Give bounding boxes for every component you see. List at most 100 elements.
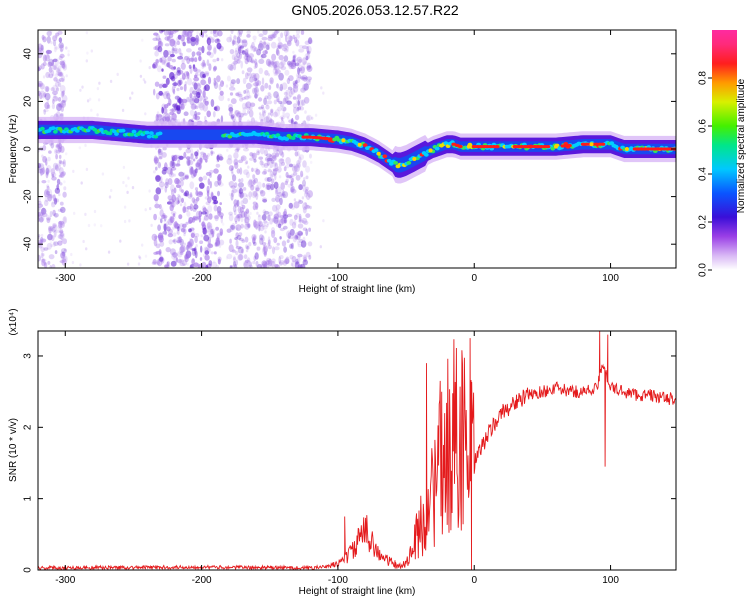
spectral-speckle bbox=[267, 222, 270, 226]
spectral-speckle bbox=[144, 254, 148, 258]
spectral-speckle bbox=[46, 186, 50, 191]
spectral-speckle bbox=[282, 214, 289, 219]
spectral-speckle bbox=[238, 211, 243, 218]
spectral-speckle bbox=[189, 264, 193, 268]
spectral-speckle bbox=[262, 50, 269, 55]
spectral-speckle bbox=[178, 214, 183, 220]
spectral-speckle bbox=[292, 234, 298, 243]
spectral-speckle bbox=[299, 76, 306, 80]
spectral-speckle bbox=[164, 264, 168, 268]
spectral-speckle bbox=[281, 240, 287, 247]
spectral-speckle bbox=[237, 111, 241, 115]
spectral-speckle bbox=[67, 49, 70, 53]
spectral-speckle bbox=[171, 194, 176, 203]
spectral-speckle bbox=[195, 41, 199, 45]
spectral-speckle bbox=[267, 112, 271, 116]
spectral-speckle bbox=[257, 214, 262, 222]
spectral-speckle bbox=[292, 80, 298, 86]
spectral-speckle bbox=[158, 30, 164, 34]
spectral-speckle bbox=[184, 55, 189, 61]
spectral-speckle bbox=[212, 260, 216, 264]
spectral-speckle bbox=[278, 175, 282, 179]
spectral-speckle bbox=[239, 97, 244, 102]
spectral-speckle bbox=[181, 98, 188, 104]
spectral-speckle bbox=[90, 49, 94, 53]
spectral-speckle bbox=[196, 51, 202, 56]
spectral-speckle bbox=[151, 261, 158, 266]
spectral-speckle bbox=[41, 34, 45, 41]
spectral-speckle bbox=[52, 35, 58, 42]
spectral-speckle bbox=[167, 233, 174, 238]
spectral-speckle bbox=[184, 255, 188, 259]
y-tick-label: 20 bbox=[23, 95, 34, 107]
spectral-speckle bbox=[296, 233, 301, 241]
spectral-speckle bbox=[217, 190, 220, 197]
spectral-speckle bbox=[148, 66, 151, 70]
spectral-peak bbox=[488, 145, 493, 149]
spectral-speckle bbox=[239, 193, 244, 199]
spectral-speckle bbox=[55, 153, 58, 160]
spectral-speckle bbox=[260, 85, 265, 92]
spectral-speckle bbox=[216, 236, 220, 244]
spectral-speckle bbox=[61, 91, 64, 97]
spectral-speckle bbox=[273, 91, 279, 99]
spectral-speckle bbox=[264, 95, 269, 100]
spectral-speckle bbox=[238, 93, 243, 98]
spectral-speckle bbox=[212, 36, 215, 41]
spectral-speckle bbox=[247, 223, 251, 229]
spectral-speckle bbox=[93, 223, 97, 227]
spectral-speckle bbox=[283, 219, 287, 224]
spectral-speckle bbox=[179, 251, 184, 255]
spectral-speckle bbox=[152, 170, 156, 174]
spectral-speckle bbox=[233, 260, 236, 267]
spectral-speckle bbox=[207, 44, 212, 51]
spectral-speckle bbox=[271, 32, 278, 36]
spectral-speckle bbox=[159, 240, 165, 247]
spectral-speckle bbox=[294, 261, 300, 268]
spectral-speckle bbox=[58, 159, 62, 164]
spectral-speckle bbox=[250, 45, 253, 49]
spectral-speckle bbox=[269, 93, 273, 97]
spectral-speckle bbox=[292, 55, 296, 63]
spectral-speckle bbox=[250, 83, 254, 87]
spectral-speckle bbox=[274, 172, 277, 181]
spectral-speckle bbox=[279, 219, 284, 226]
spectral-speckle bbox=[40, 258, 47, 263]
spectral-speckle bbox=[251, 72, 257, 78]
spectral-speckle bbox=[58, 42, 64, 49]
spectral-speckle bbox=[274, 64, 278, 71]
spectral-speckle bbox=[52, 39, 57, 47]
spectral-speckle bbox=[165, 90, 170, 97]
spectral-speckle bbox=[180, 228, 186, 233]
spectral-speckle bbox=[280, 182, 286, 191]
spectral-speckle bbox=[305, 228, 309, 236]
spectral-speckle bbox=[172, 239, 176, 243]
spectral-speckle bbox=[204, 71, 210, 75]
spectral-speckle bbox=[237, 254, 243, 261]
spectral-speckle bbox=[229, 49, 235, 55]
spectral-speckle bbox=[215, 226, 220, 231]
spectral-speckle bbox=[42, 156, 47, 163]
spectral-speckle bbox=[173, 187, 177, 194]
spectral-speckle bbox=[232, 39, 236, 46]
spectral-speckle bbox=[228, 213, 234, 222]
spectral-speckle bbox=[251, 41, 255, 49]
spectral-speckle bbox=[254, 73, 260, 80]
spectral-speckle bbox=[264, 156, 271, 162]
spectral-speckle bbox=[241, 204, 246, 210]
spectral-speckle bbox=[155, 187, 162, 195]
spectral-speckle bbox=[280, 32, 284, 39]
spectral-speckle bbox=[186, 48, 192, 53]
spectral-speckle bbox=[40, 63, 45, 70]
spectral-speckle bbox=[153, 213, 158, 221]
spectral-speckle bbox=[57, 240, 63, 246]
spectral-speckle bbox=[291, 242, 294, 250]
spectral-speckle bbox=[305, 251, 311, 258]
spectral-speckle bbox=[237, 215, 241, 222]
spectral-peak bbox=[114, 132, 119, 136]
spectral-speckle bbox=[173, 40, 177, 48]
spectral-speckle bbox=[233, 257, 236, 261]
spectral-speckle bbox=[246, 90, 251, 98]
spectral-speckle bbox=[273, 64, 278, 71]
spectral-speckle bbox=[210, 99, 215, 107]
